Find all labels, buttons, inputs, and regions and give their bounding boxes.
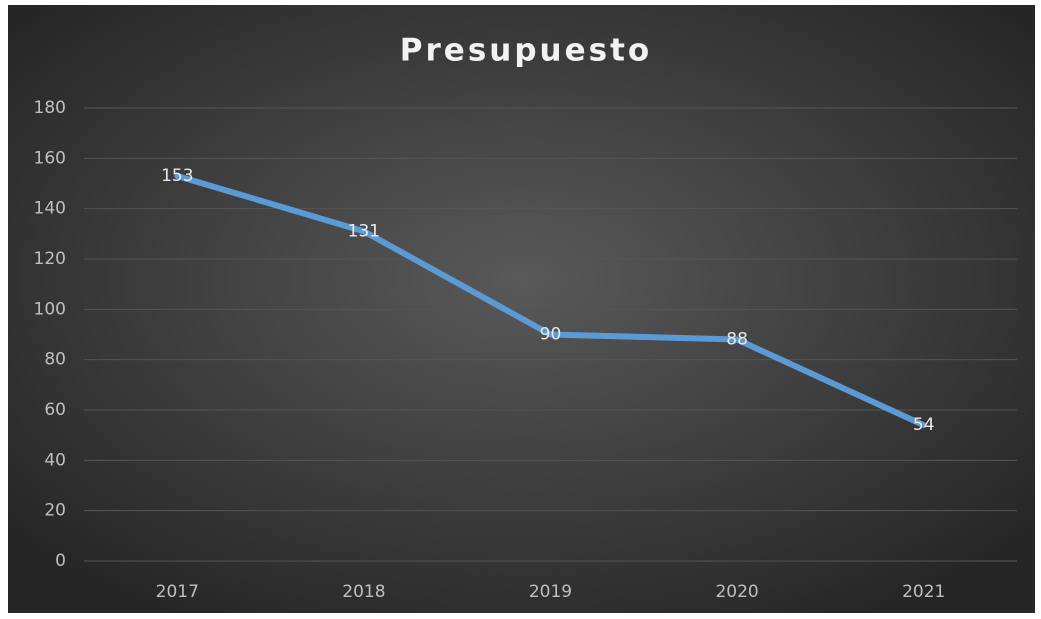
y-tick-label: 60: [44, 400, 66, 420]
x-tick-label: 2019: [529, 582, 572, 602]
chart-title: Presupuesto: [400, 33, 652, 69]
x-tick-label: 2020: [715, 582, 758, 602]
data-label: 153: [161, 166, 193, 186]
data-label: 88: [726, 330, 748, 350]
y-tick-label: 80: [44, 350, 66, 370]
data-label: 54: [913, 415, 935, 435]
x-tick-label: 2017: [156, 582, 199, 602]
data-label: 90: [540, 325, 562, 345]
x-tick-label: 2021: [902, 582, 945, 602]
y-tick-label: 160: [34, 148, 66, 168]
y-tick-label: 120: [34, 249, 66, 269]
x-tick-label: 2018: [342, 582, 385, 602]
data-label: 131: [348, 221, 380, 241]
y-tick-label: 140: [34, 199, 66, 219]
y-tick-label: 180: [34, 98, 66, 118]
y-tick-label: 100: [34, 299, 66, 319]
y-tick-label: 20: [44, 501, 66, 521]
line: [174, 172, 927, 429]
y-tick-label: 40: [44, 450, 66, 470]
y-tick-label: 0: [55, 551, 66, 571]
